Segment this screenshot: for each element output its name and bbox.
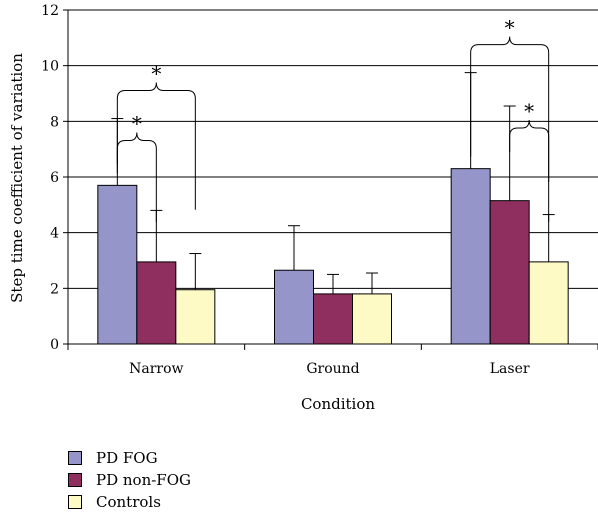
y-tick-label: 6	[50, 170, 59, 186]
legend: PD FOG PD non-FOG Controls	[68, 447, 191, 513]
legend-label: Controls	[96, 493, 161, 511]
x-axis-title: Condition	[301, 395, 375, 413]
bar	[450, 168, 491, 345]
y-tick-label: 12	[41, 3, 59, 19]
y-tick-label: 4	[50, 226, 59, 242]
significance-star: *	[132, 112, 142, 136]
legend-item-pd-non-fog: PD non-FOG	[68, 469, 191, 491]
bar	[175, 289, 216, 345]
bar	[97, 184, 138, 345]
significance-star: *	[505, 16, 515, 40]
legend-swatch	[68, 495, 82, 509]
legend-label: PD FOG	[96, 449, 158, 467]
bar	[313, 293, 353, 345]
legend-item-pd-fog: PD FOG	[68, 447, 191, 469]
y-tick-label: 10	[41, 59, 59, 75]
y-tick-label: 8	[50, 114, 59, 130]
axes: 0 2 4 6 8 10 12 Narrow Ground Laser	[41, 3, 598, 377]
bar-chart: * * * * 0 2 4 6 8 10 12 Narrow Ground Laser Step tim…	[8, 3, 598, 413]
legend-swatch	[68, 451, 82, 465]
legend-label: PD non-FOG	[96, 471, 191, 489]
bar	[274, 269, 314, 345]
legend-swatch	[68, 473, 82, 487]
y-tick-label: 0	[50, 337, 59, 353]
significance-brackets: * * * *	[116, 16, 550, 222]
y-tick-label: 2	[50, 281, 59, 297]
significance-bracket	[470, 36, 550, 182]
legend-item-controls: Controls	[68, 491, 191, 513]
significance-star: *	[151, 62, 161, 86]
y-axis-title: Step time coefficient of variation	[8, 53, 26, 303]
significance-star: *	[524, 99, 534, 123]
x-tick-label: Narrow	[129, 361, 183, 377]
bar	[489, 200, 530, 345]
significance-bracket	[116, 82, 196, 210]
significance-bracket	[509, 120, 550, 222]
x-tick-label: Ground	[306, 361, 359, 377]
bars	[97, 168, 569, 345]
bar	[352, 293, 392, 345]
bar	[136, 261, 177, 345]
bar	[528, 261, 569, 345]
x-tick-label: Laser	[490, 361, 530, 377]
significance-bracket	[116, 132, 157, 222]
